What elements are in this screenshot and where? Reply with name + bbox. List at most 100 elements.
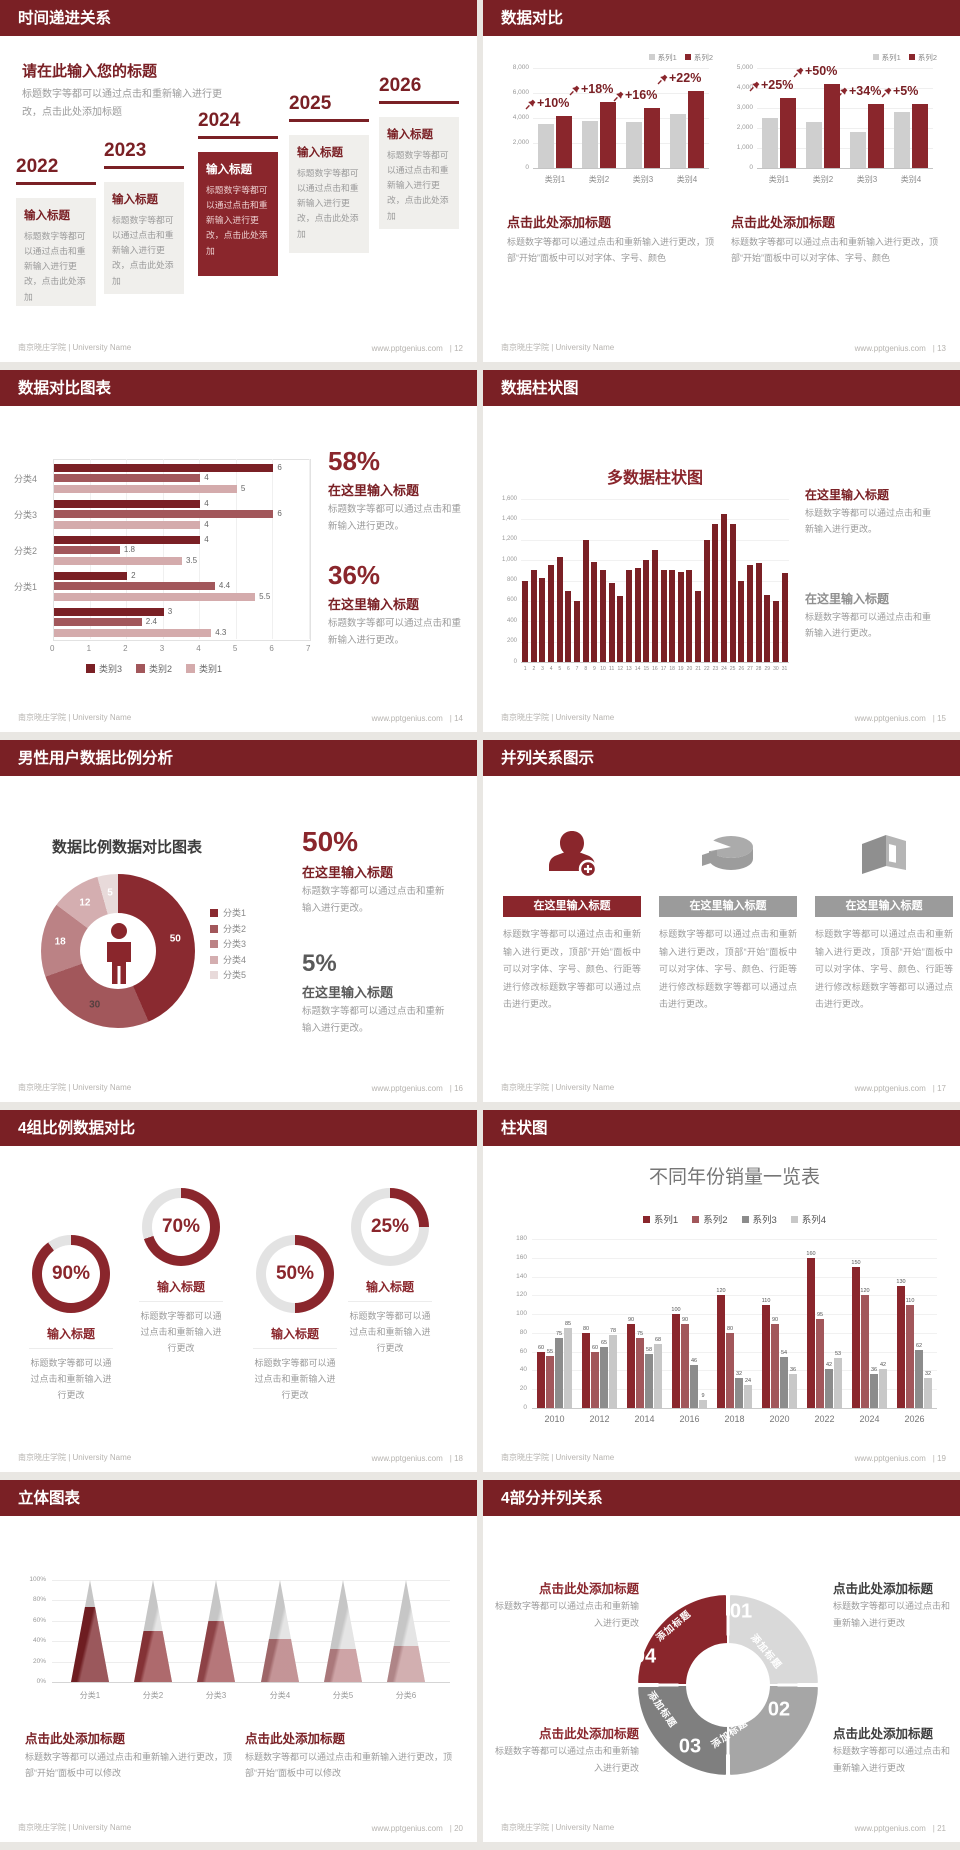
value-label: 90 — [681, 1316, 689, 1323]
footer-school-name: 南京晓庄学院 | University Name — [18, 1083, 132, 1092]
category-label: 分类2 — [14, 546, 38, 556]
value-label: 110 — [761, 1297, 771, 1304]
bar — [634, 568, 641, 662]
slide-parallel-relationship[interactable]: 在这里输入标题 在这里输入标题 在这里输入标题 标题数字等都可以通过点击和重新输… — [483, 740, 960, 1102]
intro-body: 标题数字等都可以通过点击和重新输入进行更改，点击此处添加标题 — [22, 89, 222, 118]
pyramid-fill — [387, 1646, 425, 1682]
footer-school-name: 南京晓庄学院 | University Name — [501, 1083, 615, 1092]
gridline — [126, 459, 128, 639]
section-body: 标题数字等都可以通过点击和重新输入进行更改，顶部“开始”面板中可以对字体、字号、… — [731, 237, 939, 264]
gridline — [521, 662, 789, 663]
bar — [712, 524, 719, 662]
x-tick-label: 2018 — [724, 1414, 745, 1424]
y-tick-label: 6,000 — [512, 89, 529, 96]
timeline-card: 输入标题 标题数字等都可以通过点击和重新输入进行更改，点击此处添加 — [198, 152, 278, 276]
slide-yearly-bar-chart[interactable]: 不同年份销量一览表 系列1 系列2 系列3 系列4 0 20 40 60 80 100 120 140 1… — [483, 1110, 960, 1472]
value-label: 5 — [240, 483, 246, 493]
bar — [54, 520, 201, 529]
value-label: 46 — [690, 1357, 698, 1364]
category-label: 分类4 — [14, 474, 38, 484]
bar — [897, 1285, 905, 1408]
bar — [762, 118, 778, 168]
x-tick-label: 16 — [652, 666, 658, 672]
side-title: 在这里输入标题 — [805, 592, 890, 606]
pyramid-fill — [324, 1649, 362, 1682]
value-label: 80 — [582, 1325, 590, 1332]
slide-time-progression[interactable]: 请在此输入您的标题 标题数字等都可以通过点击和重新输入进行更改，点击此处添加标题… — [0, 0, 477, 362]
bar — [834, 1358, 842, 1408]
bar — [721, 514, 728, 662]
y-tick-label: 0 — [525, 164, 529, 171]
slide-column-chart[interactable]: 多数据柱状图 0 200 400 600 800 1,000 1,200 1,400 1,600 1… — [483, 370, 960, 732]
bar — [591, 1351, 599, 1408]
bar — [717, 1295, 725, 1408]
pyramid-fill — [134, 1631, 172, 1682]
bar — [762, 1304, 770, 1408]
slide-data-comparison[interactable]: 系列1 系列2 0 2,000 4,000 6,000 8,000 +10% 类别1 +18% 类别… — [483, 0, 960, 362]
bottom-body: 标题数字等都可以通过点击和重新输入进行更改，顶部“开始”面板中可以修改 — [245, 1752, 453, 1778]
category-label: 分类2 — [142, 1691, 164, 1700]
gridline — [532, 1314, 937, 1316]
y-tick-label: 140 — [516, 1272, 527, 1280]
percent-annotation: +50% — [793, 64, 857, 78]
bar — [825, 1368, 833, 1408]
gridline — [162, 459, 164, 639]
bar — [539, 578, 546, 662]
slide-four-part-relationship[interactable]: 01 添加标题 02 添加标题 03 添加标题 04 添加标题 点击此处添加标题 标题数字等都… — [483, 1480, 960, 1842]
slide-male-user-analysis[interactable]: 数据比例数据对比图表 50 30 18 12 5 分类1 分类2 分类3 分类4 分类5 50% … — [0, 740, 477, 1102]
percent-annotation: +25% — [749, 78, 813, 92]
x-tick-label: 1 — [86, 644, 92, 653]
bar — [654, 1344, 662, 1408]
x-tick-label: 17 — [660, 666, 667, 672]
chart-title: 不同年份销量一览表 — [648, 1167, 820, 1188]
timeline-rule — [379, 101, 459, 104]
bar-chart: 系列1 系列2 0 2,000 4,000 6,000 8,000 +10% 类别1 +18% 类别… — [505, 52, 715, 202]
x-tick-label: 12 — [617, 666, 624, 672]
value-label: 55 — [546, 1349, 554, 1356]
x-tick-label: 类别2 — [588, 175, 610, 184]
bar — [530, 570, 537, 662]
bar — [582, 120, 598, 168]
y-tick-label: 0 — [513, 658, 517, 665]
legend-item: 分类4 — [210, 953, 246, 966]
value-label: 42 — [825, 1361, 833, 1368]
value-label: 58 — [645, 1346, 653, 1353]
footer-site-page: www.pptgenius.com | 12 — [371, 344, 463, 353]
bar — [625, 570, 632, 662]
bar — [644, 108, 660, 168]
bar — [54, 510, 274, 518]
value-label: 3 — [167, 606, 173, 616]
slide-3d-chart[interactable]: 0% 20% 40% 60% 80% 100% 分类1 分类2 分类3 分类4 分类5 分类6 点击此… — [0, 1480, 477, 1842]
y-tick-label: 0 — [523, 1404, 527, 1411]
value-label: 110 — [905, 1297, 915, 1304]
category-label: 分类3 — [205, 1691, 227, 1700]
corner-title: 点击此处添加标题 — [538, 1727, 639, 1741]
slide-four-ratio-comparison[interactable]: 90% 输入标题 标题数字等都可以通过点击和重新输入进行更改 70% 输入标题 标题数字等… — [0, 1110, 477, 1472]
y-tick-label: 60 — [519, 1347, 527, 1355]
slide-title-bar: 4组比例数据对比 — [0, 1110, 477, 1146]
x-tick-label: 6 — [269, 644, 274, 653]
timeline-year: 2024 — [198, 110, 241, 131]
value-label: 3.5 — [186, 555, 198, 565]
bar — [645, 1353, 653, 1408]
slice-label: 18 — [54, 936, 66, 948]
slide-comparison-chart[interactable]: 分类4 6 4 5 分类3 4 6 4 分类2 4 1.8 3.5 分类1 2 4.4 5.5 3 2.4 4.3 0… — [0, 370, 477, 732]
bar — [643, 560, 650, 662]
y-tick-label: 120 — [516, 1291, 527, 1299]
value-label: 36 — [870, 1367, 878, 1374]
x-tick-label: 30 — [773, 666, 779, 672]
value-label: 5.5 — [259, 591, 271, 601]
value-label: 4.4 — [218, 581, 231, 590]
column-body: 标题数字等都可以通过点击和重新输入进行更改，顶部“开始”面板中可以对字体、字号、… — [659, 929, 797, 1010]
bar — [582, 539, 589, 662]
slice-label: 5 — [107, 887, 113, 899]
value-label: 60 — [537, 1344, 545, 1351]
x-tick-label: 8 — [584, 666, 588, 672]
bar — [726, 1332, 734, 1408]
footer-site-page: www.pptgenius.com | 20 — [371, 1824, 463, 1833]
x-tick-label: 13 — [626, 666, 632, 672]
x-tick-label: 23 — [712, 666, 719, 672]
pin-icon — [837, 87, 848, 98]
bar — [54, 556, 182, 565]
footer-school-name: 南京晓庄学院 | University Name — [18, 1453, 132, 1462]
